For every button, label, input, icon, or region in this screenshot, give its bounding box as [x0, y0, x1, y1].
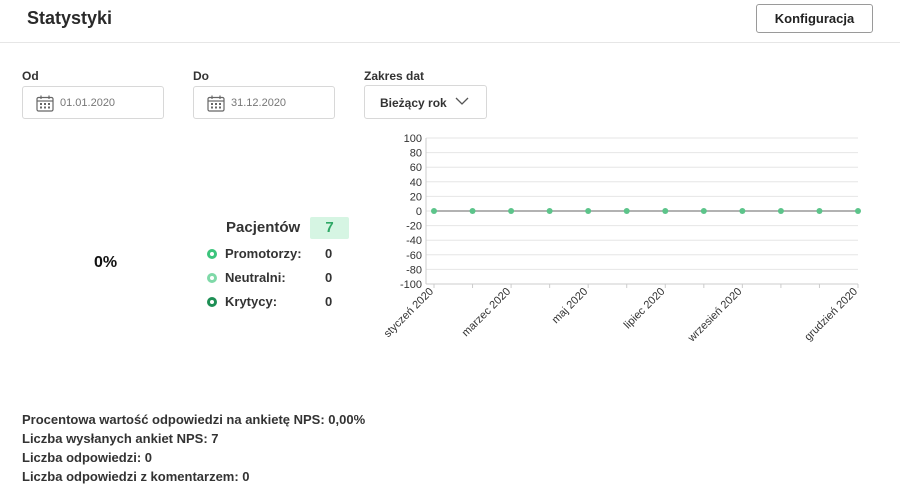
promoters-dot-icon [207, 249, 217, 259]
y-tick-label: -20 [406, 221, 422, 233]
x-tick-label: lipiec 2020 [622, 286, 668, 332]
data-point [508, 208, 515, 214]
configuration-button[interactable]: Konfiguracja [756, 4, 873, 33]
data-point [662, 208, 669, 214]
page-header: Statystyki Konfiguracja [0, 0, 900, 43]
to-date-input[interactable]: 31.12.2020 [193, 86, 335, 119]
data-point [469, 208, 476, 214]
to-label: Do [193, 69, 209, 83]
date-range-label: Zakres dat [364, 69, 425, 83]
patients-label: Pacjentów [226, 219, 301, 236]
from-date-value: 01.01.2020 [60, 97, 116, 109]
y-tick-label: 80 [410, 148, 422, 160]
data-point [546, 208, 553, 214]
chevron-down-icon [455, 97, 469, 105]
calendar-icon [36, 95, 54, 112]
y-tick-label: 20 [410, 191, 422, 203]
y-tick-label: 40 [410, 177, 422, 189]
y-tick-label: 100 [404, 133, 422, 145]
x-tick-label: maj 2020 [550, 286, 590, 326]
x-tick-label: wrzesień 2020 [685, 286, 744, 345]
page-title: Statystyki [27, 8, 113, 28]
detractors-dot-icon [207, 297, 217, 307]
data-point [700, 208, 707, 214]
date-range-value: Bieżący rok [380, 96, 447, 110]
neutrals-count: 0 [325, 270, 333, 285]
stat-responses-with-comment: Liczba odpowiedzi z komentarzem: 0 [22, 469, 250, 484]
x-tick-label: grudzień 2020 [802, 286, 860, 344]
detractors-label: Krytycy: [225, 294, 278, 309]
from-label: Od [22, 69, 39, 83]
promoters-count: 0 [325, 246, 333, 261]
nps-percent: 0% [94, 254, 118, 271]
detractors-count: 0 [325, 294, 333, 309]
data-point [777, 208, 784, 214]
stat-responses: Liczba odpowiedzi: 0 [22, 450, 153, 465]
stat-nps-response-percent: Procentowa wartość odpowiedzi na ankietę… [22, 412, 366, 427]
y-tick-label: -100 [400, 279, 422, 291]
y-tick-label: -80 [406, 264, 422, 276]
y-tick-label: 0 [416, 206, 422, 218]
data-point [855, 208, 861, 214]
y-tick-label: -40 [406, 235, 422, 247]
y-tick-label: -60 [406, 250, 422, 262]
neutrals-dot-icon [207, 273, 217, 283]
patients-count-badge: 7 [310, 217, 349, 239]
x-tick-label: marzec 2020 [460, 286, 513, 339]
from-date-input[interactable]: 01.01.2020 [22, 86, 164, 119]
calendar-icon [207, 95, 225, 112]
data-point [623, 208, 630, 214]
data-point [816, 208, 823, 214]
data-point [739, 208, 746, 214]
date-range-select[interactable]: Bieżący rok [364, 85, 487, 119]
to-date-value: 31.12.2020 [231, 97, 287, 109]
y-tick-label: 60 [410, 162, 422, 174]
x-tick-label: styczeń 2020 [382, 286, 436, 340]
data-point [585, 208, 592, 214]
neutrals-label: Neutralni: [225, 270, 286, 285]
promoters-label: Promotorzy: [225, 246, 302, 261]
stats-summary: Procentowa wartość odpowiedzi na ankietę… [22, 410, 365, 486]
data-point [431, 208, 437, 214]
stat-surveys-sent: Liczba wysłanych ankiet NPS: 7 [22, 431, 219, 446]
